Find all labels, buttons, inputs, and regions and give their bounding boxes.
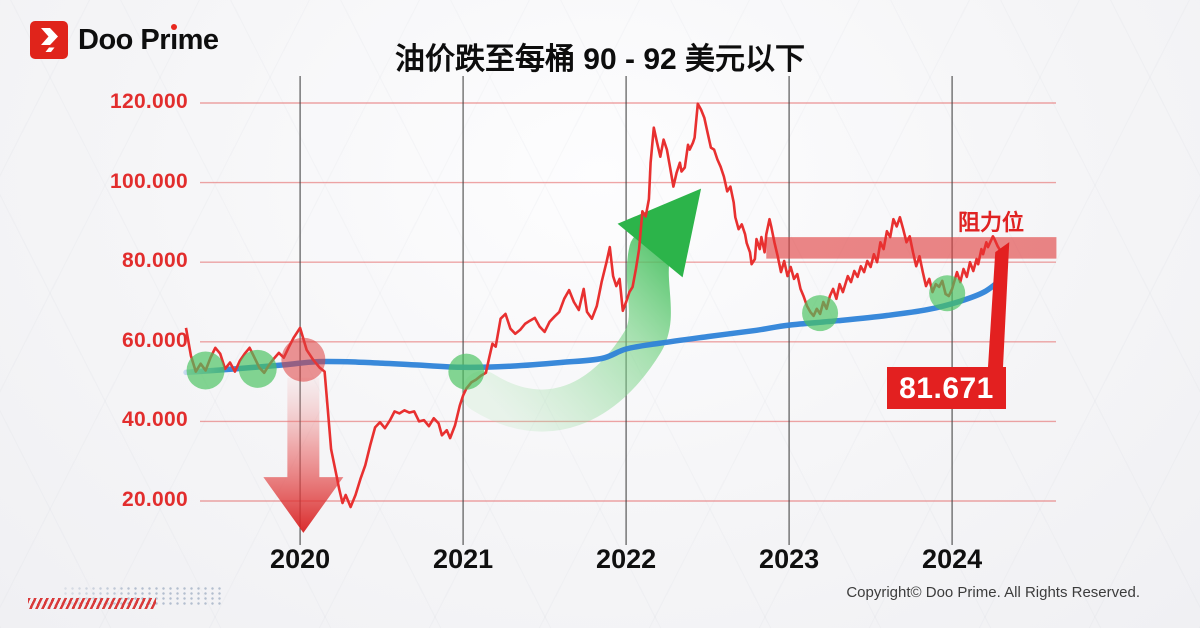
x-axis-label: 2022	[596, 544, 657, 574]
price-drop-wedge	[988, 242, 1010, 367]
x-axis-label: 2024	[922, 544, 983, 574]
green-highlight-circle-4	[802, 295, 839, 332]
y-axis-label: 20.000	[121, 488, 188, 511]
last-price-badge: 81.671	[887, 367, 1006, 409]
surge-arrow-head	[617, 188, 702, 278]
red-highlight-circle	[281, 337, 326, 382]
green-highlight-circle-1	[186, 351, 225, 390]
x-axis-label: 2023	[759, 544, 820, 574]
y-axis-label: 120.000	[109, 90, 188, 113]
y-axis-label: 100.000	[109, 169, 188, 193]
x-axis-label: 2021	[433, 544, 494, 574]
copyright-text: Copyright© Doo Prime. All Rights Reserve…	[846, 584, 1140, 601]
surge-arrow-shaft	[461, 229, 672, 432]
resistance-label: 阻力位	[957, 210, 1024, 235]
logo-text: Doo Prıme	[78, 24, 219, 57]
trend-line	[183, 274, 1008, 376]
green-highlight-circle-2	[238, 349, 277, 388]
x-axis-label: 2020	[270, 544, 331, 574]
y-axis-label: 80.000	[121, 249, 188, 273]
doo-prime-logo-icon	[30, 21, 68, 59]
crash-down-arrow	[263, 377, 344, 533]
logo-text-i: ı	[170, 23, 178, 56]
price-line	[184, 102, 1006, 509]
chart-title: 油价跌至每桶 90 - 92 美元以下	[394, 43, 806, 76]
green-highlight-circle-3	[448, 353, 485, 390]
y-axis-label: 40.000	[121, 408, 188, 432]
logo-text-pre: Doo Pr	[78, 23, 171, 56]
logo-text-post: me	[177, 23, 219, 56]
y-axis-label: 60.000	[121, 328, 188, 352]
decorative-hatch-bar	[28, 598, 156, 609]
green-highlight-circle-5	[929, 275, 966, 312]
doo-prime-logo: Doo Prıme	[30, 21, 219, 59]
